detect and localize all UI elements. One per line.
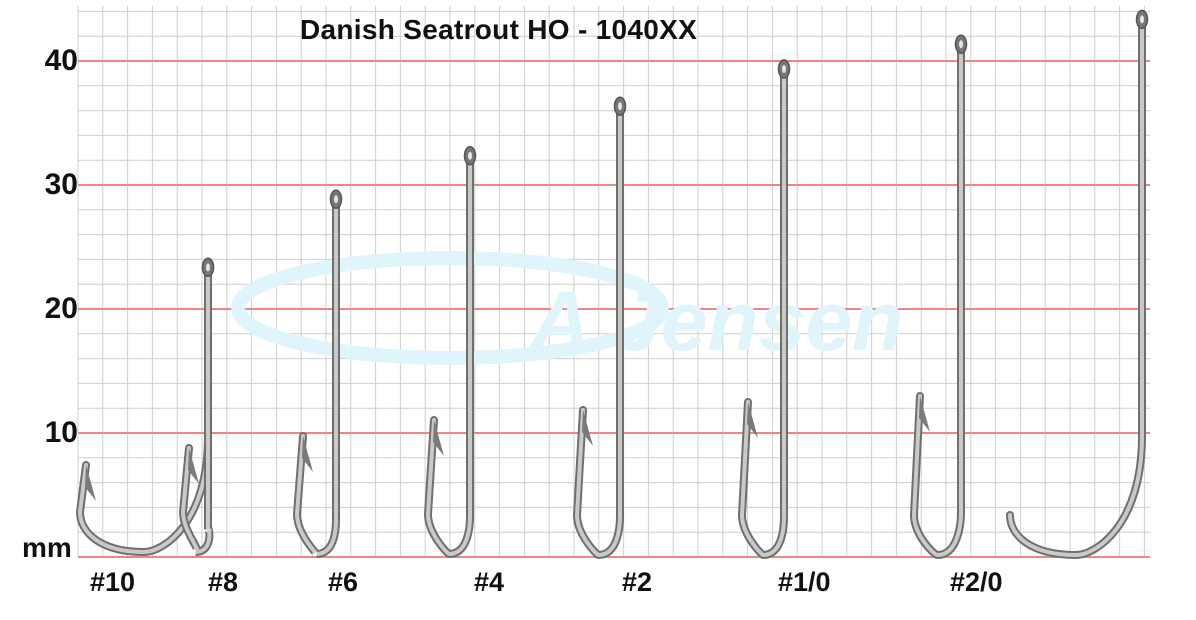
hook-3 <box>292 189 343 558</box>
hook-wire-highlight <box>77 267 210 555</box>
hook-1 <box>75 257 215 557</box>
watermark-logo: A.Jensen <box>231 251 904 368</box>
hook-wire-highlight <box>1008 19 1144 558</box>
hook-size-label-10: #10 <box>90 567 136 597</box>
hook-wire-outline <box>292 197 341 558</box>
hook-wire-highlight <box>294 199 339 556</box>
hook-wire-highlight <box>180 267 212 554</box>
hook-barb <box>582 410 593 446</box>
hook-wire-highlight <box>425 155 472 557</box>
hook-4 <box>423 146 477 559</box>
hook-size-label-8: #8 <box>208 567 239 597</box>
hook-wire-highlight <box>911 44 963 558</box>
hook-barb <box>747 402 758 438</box>
watermark-text: A.Jensen <box>528 274 904 368</box>
hook-size-label-1-0: #1/0 <box>778 567 831 597</box>
hook-barb <box>188 448 199 484</box>
hook-6 <box>737 59 791 560</box>
hook-barb <box>302 436 313 472</box>
hook-size-label-2: #2 <box>622 567 653 597</box>
hook-size-label-4: #4 <box>474 567 505 597</box>
hook-eye-hole <box>206 263 210 272</box>
hook-eye-hole <box>618 102 622 111</box>
chart-title: Danish Seatrout HO - 1040XX <box>300 14 698 45</box>
y-tick-20: 20 <box>44 292 78 325</box>
hook-eye-hole <box>782 65 786 73</box>
unit-label: mm <box>22 532 72 563</box>
hook-eye-hole <box>1140 15 1144 24</box>
hook-8 <box>1006 9 1149 560</box>
y-tick-10: 10 <box>44 416 78 449</box>
hook-wire-outline <box>75 265 212 557</box>
hook-eye-hole <box>334 195 338 204</box>
y-tick-40: 40 <box>44 44 78 77</box>
hook-eye-hole <box>959 40 963 49</box>
hook-barb <box>919 396 930 432</box>
hook-5 <box>572 96 627 560</box>
hook-eye-hole <box>468 151 472 160</box>
hook-barb <box>433 420 444 456</box>
y-tick-30: 30 <box>44 168 78 201</box>
hook-size-label-6: #6 <box>328 567 359 597</box>
hook-size-label-2-0: #2/0 <box>950 567 1003 597</box>
hook-wire-outline <box>1006 17 1146 560</box>
hook-barb <box>85 465 96 501</box>
hook-2 <box>178 257 215 556</box>
hook-wire-highlight <box>574 106 622 558</box>
hook-wire-highlight <box>739 69 786 558</box>
hook-7 <box>909 34 968 560</box>
